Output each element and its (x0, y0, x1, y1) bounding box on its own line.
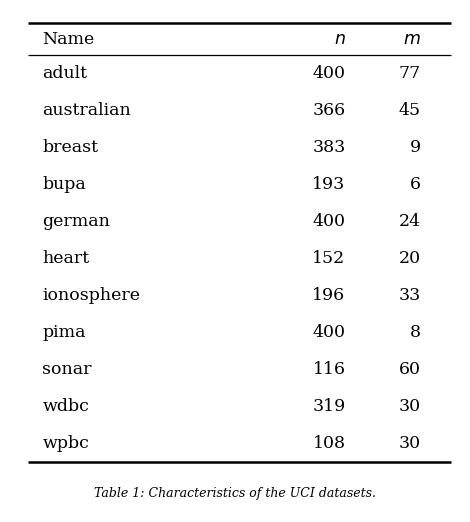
Text: 400: 400 (313, 65, 345, 82)
Text: 60: 60 (399, 361, 421, 378)
Text: german: german (42, 213, 110, 230)
Text: 193: 193 (312, 176, 345, 193)
Text: 45: 45 (399, 102, 421, 119)
Text: 30: 30 (399, 398, 421, 415)
Text: 116: 116 (313, 361, 345, 378)
Text: 319: 319 (312, 398, 345, 415)
Text: bupa: bupa (42, 176, 86, 193)
Text: 196: 196 (313, 287, 345, 304)
Text: $n$: $n$ (334, 31, 345, 48)
Text: pima: pima (42, 324, 86, 341)
Text: 108: 108 (313, 435, 345, 452)
Text: wpbc: wpbc (42, 435, 89, 452)
Text: ionosphere: ionosphere (42, 287, 141, 304)
Text: 6: 6 (410, 176, 421, 193)
Text: breast: breast (42, 139, 98, 156)
Text: Name: Name (42, 31, 94, 48)
Text: sonar: sonar (42, 361, 92, 378)
Text: 8: 8 (410, 324, 421, 341)
Text: 24: 24 (399, 213, 421, 230)
Text: 383: 383 (312, 139, 345, 156)
Text: 33: 33 (399, 287, 421, 304)
Text: 20: 20 (399, 250, 421, 267)
Text: 30: 30 (399, 435, 421, 452)
Text: 77: 77 (399, 65, 421, 82)
Text: $m$: $m$ (403, 31, 421, 48)
Text: australian: australian (42, 102, 131, 119)
Text: Table 1: Characteristics of the UCI datasets.: Table 1: Characteristics of the UCI data… (94, 487, 376, 500)
Text: 152: 152 (312, 250, 345, 267)
Text: 366: 366 (313, 102, 345, 119)
Text: 400: 400 (313, 213, 345, 230)
Text: 400: 400 (313, 324, 345, 341)
Text: heart: heart (42, 250, 89, 267)
Text: 9: 9 (409, 139, 421, 156)
Text: wdbc: wdbc (42, 398, 89, 415)
Text: adult: adult (42, 65, 87, 82)
